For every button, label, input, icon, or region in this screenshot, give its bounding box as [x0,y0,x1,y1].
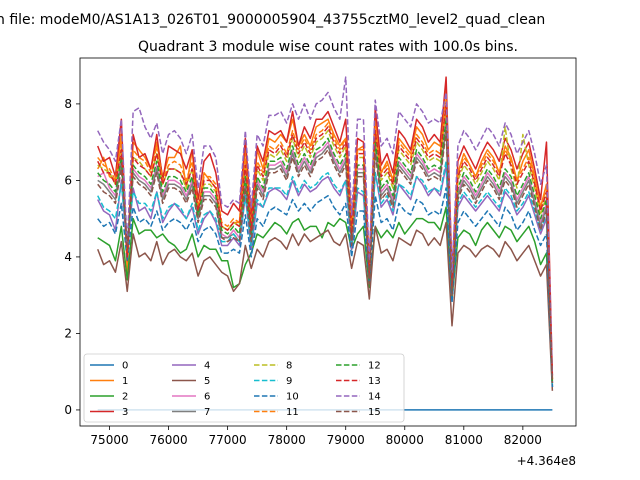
series-line-3 [97,76,554,376]
series-line-5 [97,221,554,391]
legend-label-6: 6 [204,392,210,403]
series-layer [97,76,554,411]
series-line-9 [97,160,554,388]
series-line-6 [97,122,554,384]
legend-label-13: 13 [368,376,381,387]
y-tick-label: 4 [64,250,72,264]
legend-label-12: 12 [368,361,381,372]
x-tick-label: 77000 [209,433,247,447]
x-tick-label: 75000 [90,433,128,447]
series-line-13 [97,103,554,380]
legend-label-9: 9 [286,376,292,387]
series-line-10 [97,187,554,388]
legend-label-0: 0 [122,361,128,372]
x-tick-label: 82000 [504,433,542,447]
chart-title: Quadrant 3 module wise count rates with … [138,39,518,55]
legend-label-11: 11 [286,407,299,418]
series-line-14 [97,76,554,376]
series-line-11 [97,99,554,380]
series-line-7 [97,126,554,384]
legend-label-2: 2 [122,392,128,403]
axes-frame [79,57,577,427]
y-axis: 0 2 4 6 8 [64,97,80,417]
x-axis-offset-label: +4.364e8 [517,454,576,468]
legend-label-15: 15 [368,407,381,418]
legend-box [83,353,405,423]
legend-label-5: 5 [204,376,210,387]
legend-label-7: 7 [204,407,210,418]
figure-suptitle: n file: modeM0/AS1A13_026T01_9000005904_… [0,12,545,28]
y-tick-label: 2 [64,326,72,340]
y-tick-label: 0 [64,403,72,417]
x-tick-label: 81000 [445,433,483,447]
x-tick-label: 76000 [149,433,187,447]
legend-label-8: 8 [286,361,292,372]
series-line-15 [97,129,554,384]
legend-label-1: 1 [122,376,128,387]
x-tick-label: 78000 [268,433,306,447]
legend-label-3: 3 [122,407,128,418]
legend-label-14: 14 [368,392,381,403]
series-line-12 [97,118,554,384]
y-tick-label: 6 [64,173,72,187]
x-tick-label: 79000 [327,433,365,447]
x-axis: 75000 76000 77000 78000 79000 80000 81000 82000 [90,426,542,447]
legend-label-4: 4 [204,361,210,372]
plot-area: 75000 76000 77000 78000 79000 80000 81000 82000… [64,57,577,468]
series-line-4 [97,164,554,388]
series-line-2 [97,206,554,388]
y-tick-label: 8 [64,97,72,111]
legend-label-10: 10 [286,392,299,403]
x-tick-label: 80000 [386,433,424,447]
